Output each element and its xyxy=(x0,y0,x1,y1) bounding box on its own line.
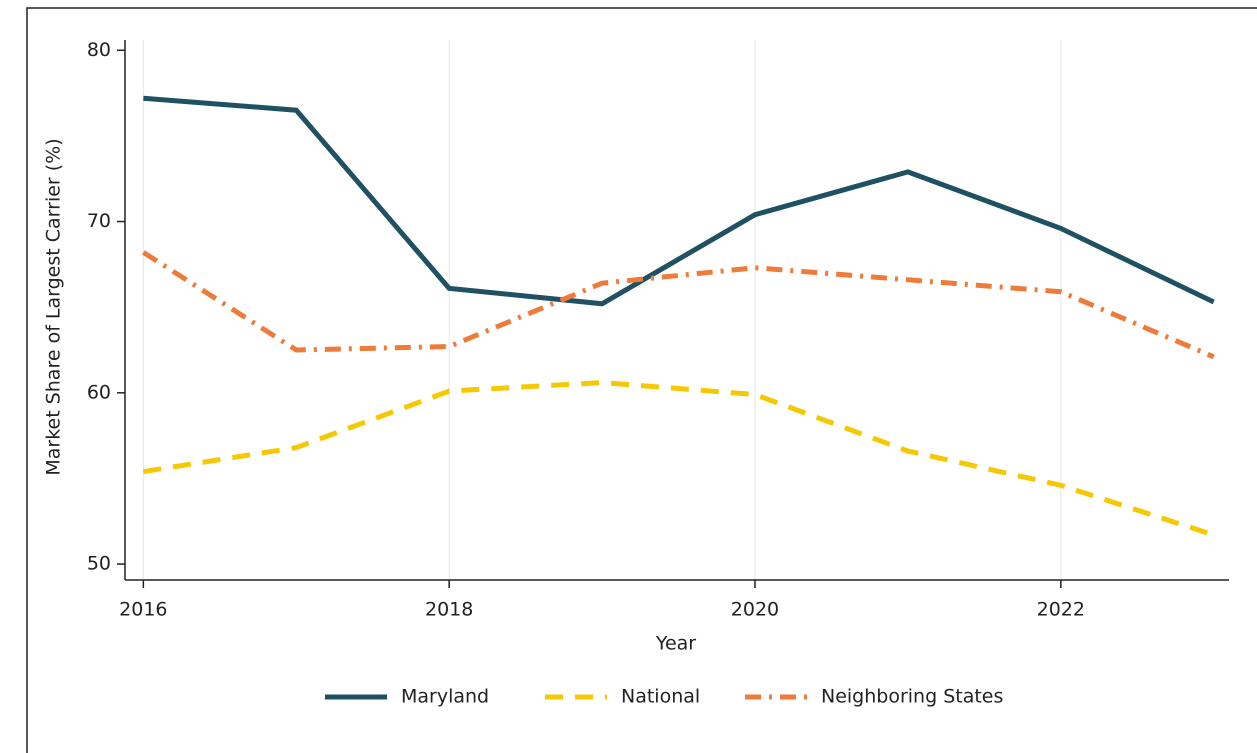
y-tick-label: 50 xyxy=(87,553,111,575)
x-tick-label: 2020 xyxy=(731,599,779,621)
y-tick-label: 60 xyxy=(87,381,111,403)
series-line xyxy=(142,250,1215,360)
x-tick-label: 2016 xyxy=(119,599,167,621)
figure-border xyxy=(26,7,1257,753)
legend-label: Neighboring States xyxy=(821,686,1003,708)
y-tick-label: 80 xyxy=(87,39,111,61)
series-line xyxy=(143,95,1215,307)
x-tick-label: 2022 xyxy=(1037,599,1085,621)
x-axis-label: Year xyxy=(655,633,696,655)
legend-label: National xyxy=(621,686,700,708)
y-axis-label: Market Share of Largest Carrier (%) xyxy=(43,138,65,475)
series-line xyxy=(142,380,1215,538)
x-tick-label: 2018 xyxy=(425,599,473,621)
legend-label: Maryland xyxy=(401,686,489,708)
y-tick-label: 70 xyxy=(87,210,111,232)
